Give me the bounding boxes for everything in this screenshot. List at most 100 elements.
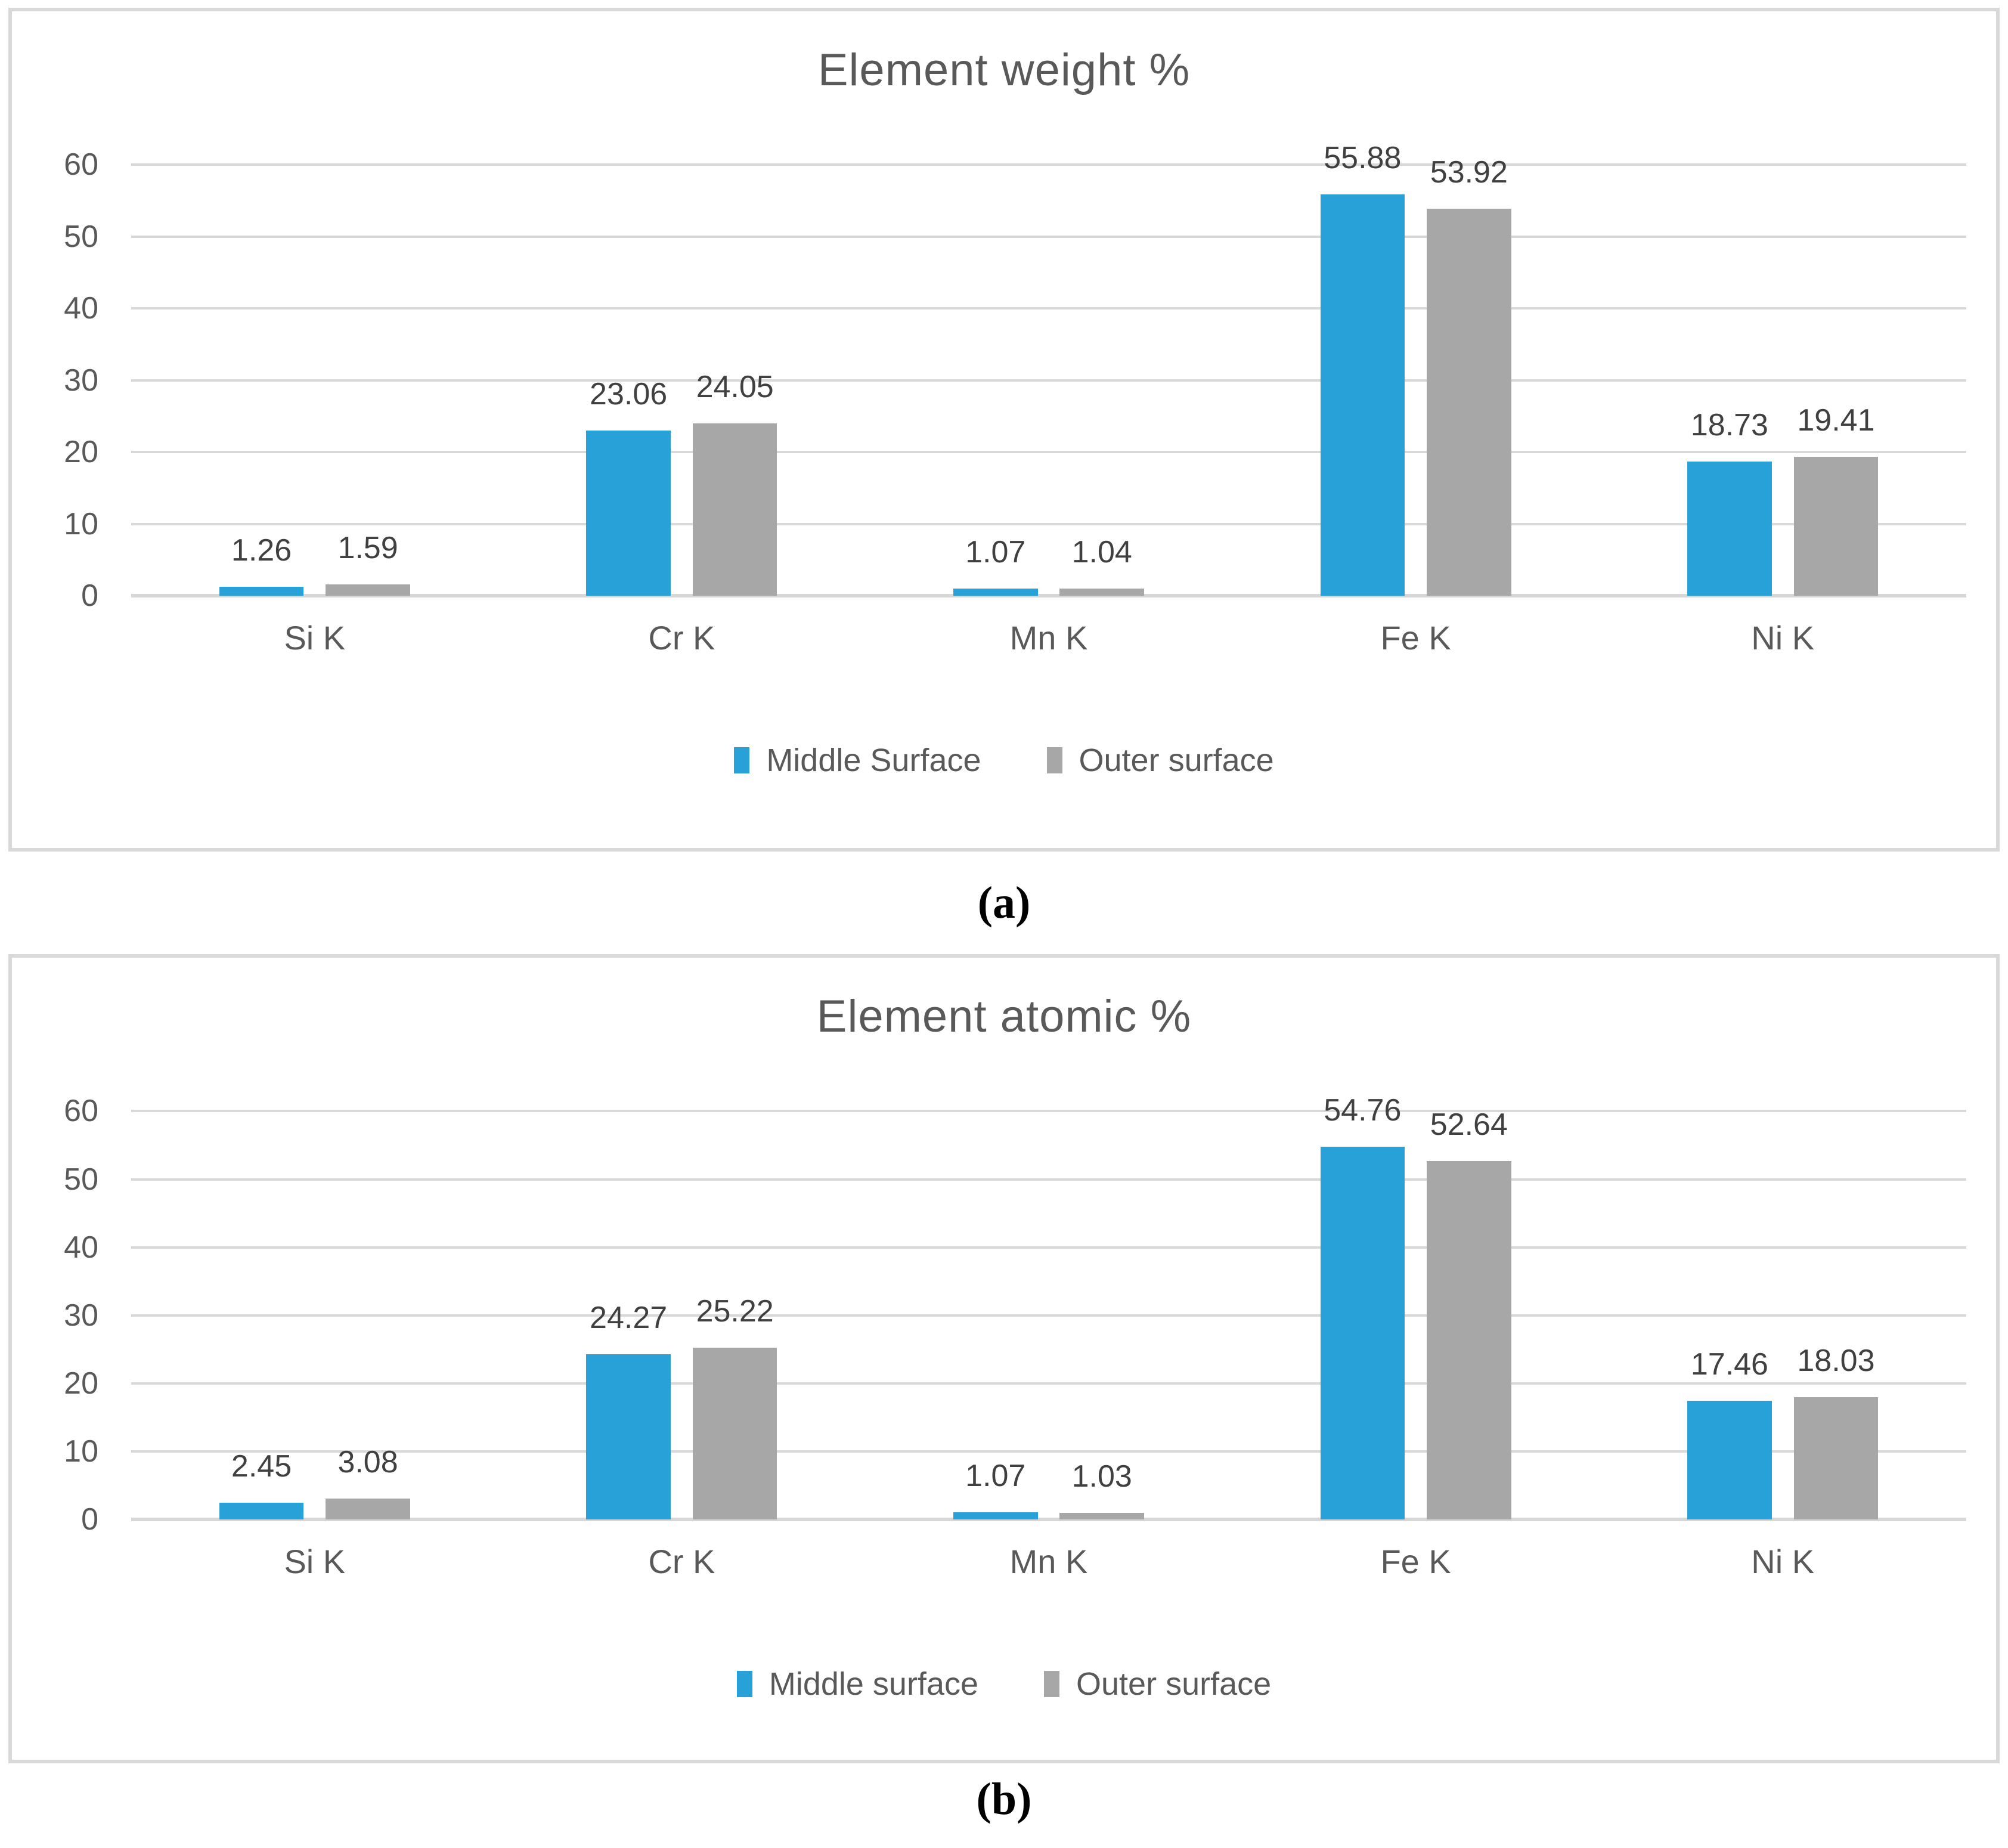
x-axis-spacer <box>42 1543 131 1585</box>
bar-group-mn-k: 1.07 1.03 <box>865 1111 1232 1520</box>
x-category-label-si-k: Si K <box>284 1543 346 1581</box>
gridline-60 <box>131 1110 1966 1113</box>
bar-group-ni-k: 18.73 19.41 <box>1599 165 1966 596</box>
gridline-10 <box>131 522 1966 525</box>
value-label-middle-surface-si-k: 2.45 <box>231 1449 292 1484</box>
gridline-20 <box>131 451 1966 454</box>
bar-group-ni-k: 17.46 18.03 <box>1599 1111 1966 1520</box>
gridline-50 <box>131 1178 1966 1181</box>
bar-outer-surface-cr-k <box>692 1348 777 1520</box>
x-axis: Si K Cr K Mn K Fe K Ni K <box>42 1543 1966 1585</box>
bar-middle-surface-ni-k <box>1687 1401 1772 1520</box>
chart-title: Element weight % <box>817 45 1191 95</box>
x-category-label-si-k: Si K <box>284 619 346 657</box>
chart-panel-atomic-percent: Element atomic % 0 10 20 30 40 50 60 2.45 3.08 2… <box>8 954 2000 1763</box>
bar-middle-surface-si-k <box>219 587 304 596</box>
value-label-outer-surface-cr-k: 25.22 <box>696 1294 774 1329</box>
gridline-40 <box>131 307 1966 310</box>
value-label-outer-surface-cr-k: 24.05 <box>696 369 774 404</box>
legend-item-middle-surface: Middle surface <box>736 1668 978 1700</box>
bar-outer-surface-ni-k <box>1793 456 1879 596</box>
legend: Middle Surface Outer surface <box>42 742 1966 779</box>
value-label-middle-surface-cr-k: 23.06 <box>590 376 668 411</box>
gridline-30 <box>131 1314 1966 1317</box>
legend-item-outer-surface: Outer surface <box>1046 742 1274 779</box>
legend-label-outer-surface: Outer surface <box>1076 1666 1272 1702</box>
bar-middle-surface-fe-k <box>1320 1147 1405 1520</box>
bar-middle-surface-cr-k <box>586 1354 671 1520</box>
value-label-outer-surface-fe-k: 52.64 <box>1430 1107 1508 1143</box>
x-category-label-mn-k: Mn K <box>1009 619 1088 657</box>
bar-group-cr-k: 24.27 25.22 <box>498 1111 866 1520</box>
bar-middle-surface-mn-k <box>953 1512 1038 1520</box>
value-label-middle-surface-mn-k: 1.07 <box>965 534 1026 569</box>
value-label-middle-surface-cr-k: 24.27 <box>590 1301 668 1336</box>
y-tick-label-0: 0 <box>81 1502 98 1537</box>
gridline-50 <box>131 235 1966 238</box>
bar-outer-surface-cr-k <box>692 423 777 596</box>
value-label-outer-surface-mn-k: 1.03 <box>1071 1459 1132 1494</box>
y-tick-label-20: 20 <box>64 1366 98 1401</box>
value-label-outer-surface-mn-k: 1.04 <box>1071 534 1132 569</box>
legend-swatch-middle-surface <box>736 1671 752 1698</box>
bar-outer-surface-si-k <box>326 1499 410 1520</box>
bar-middle-surface-fe-k <box>1320 194 1405 596</box>
chart-panel-weight-percent: Element weight % 0 10 20 30 40 50 60 1.26 1.59 2… <box>8 8 2000 852</box>
legend-label-outer-surface: Outer surface <box>1079 742 1274 779</box>
value-label-outer-surface-si-k: 1.59 <box>337 531 398 566</box>
plot-row: 0 10 20 30 40 50 60 2.45 3.08 24.27 25.22 1.07 1.03… <box>42 1095 1966 1535</box>
plot-row: 0 10 20 30 40 50 60 1.26 1.59 23.06 24.05 1.07 1.04… <box>42 143 1966 611</box>
y-tick-label-40: 40 <box>64 1230 98 1265</box>
bar-outer-surface-mn-k <box>1059 588 1145 596</box>
y-tick-label-60: 60 <box>64 1094 98 1129</box>
plot-area: 1.26 1.59 23.06 24.05 1.07 1.04 55.88 53.92 18.7… <box>131 143 1966 598</box>
chart-title: Element atomic % <box>816 991 1192 1042</box>
value-label-middle-surface-si-k: 1.26 <box>231 533 292 568</box>
bar-outer-surface-si-k <box>326 584 410 596</box>
plot-area: 2.45 3.08 24.27 25.22 1.07 1.03 54.76 52.64 17.4… <box>131 1095 1966 1522</box>
y-tick-label-10: 10 <box>64 1434 98 1469</box>
gridline-20 <box>131 1382 1966 1385</box>
value-label-middle-surface-ni-k: 17.46 <box>1690 1347 1768 1382</box>
x-axis-spacer <box>42 620 131 661</box>
x-category-label-mn-k: Mn K <box>1009 1543 1088 1581</box>
value-label-outer-surface-ni-k: 18.03 <box>1797 1343 1875 1378</box>
y-tick-label-30: 30 <box>64 1298 98 1333</box>
y-tick-label-40: 40 <box>64 291 98 326</box>
y-tick-label-30: 30 <box>64 363 98 398</box>
bar-group-si-k: 2.45 3.08 <box>131 1111 498 1520</box>
bar-outer-surface-fe-k <box>1427 1161 1511 1520</box>
y-axis: 0 10 20 30 40 50 60 <box>42 149 98 611</box>
value-label-middle-surface-fe-k: 54.76 <box>1324 1093 1402 1128</box>
bar-middle-surface-mn-k <box>953 588 1038 596</box>
value-label-middle-surface-mn-k: 1.07 <box>965 1459 1026 1494</box>
gridline-60 <box>131 163 1966 166</box>
x-category-label-ni-k: Ni K <box>1751 619 1815 657</box>
x-category-label-fe-k: Fe K <box>1380 619 1451 657</box>
y-tick-label-50: 50 <box>64 219 98 254</box>
y-tick-label-0: 0 <box>81 578 98 614</box>
value-label-outer-surface-si-k: 3.08 <box>337 1445 398 1480</box>
x-category-labels: Si K Cr K Mn K Fe K Ni K <box>131 620 1966 661</box>
legend-item-middle-surface: Middle Surface <box>734 744 981 776</box>
bar-group-fe-k: 54.76 52.64 <box>1232 1095 1600 1520</box>
y-tick-label-10: 10 <box>64 506 98 541</box>
x-axis-line <box>131 1518 1966 1522</box>
legend-swatch-outer-surface <box>1046 747 1062 774</box>
legend-swatch-outer-surface <box>1044 1671 1060 1698</box>
legend-item-outer-surface: Outer surface <box>1044 1668 1271 1700</box>
bar-outer-surface-ni-k <box>1793 1397 1879 1520</box>
y-axis: 0 10 20 30 40 50 60 <box>42 1095 98 1535</box>
x-axis-line <box>131 594 1966 598</box>
bar-group-cr-k: 23.06 24.05 <box>498 165 866 596</box>
y-tick-label-50: 50 <box>64 1162 98 1197</box>
bar-middle-surface-cr-k <box>586 430 671 596</box>
bar-middle-surface-ni-k <box>1687 461 1772 596</box>
value-label-outer-surface-ni-k: 19.41 <box>1797 403 1875 438</box>
x-category-labels: Si K Cr K Mn K Fe K Ni K <box>131 1543 1966 1585</box>
bar-group-fe-k: 55.88 53.92 <box>1232 143 1600 596</box>
gridline-40 <box>131 1246 1966 1249</box>
bar-middle-surface-si-k <box>219 1503 304 1520</box>
value-label-outer-surface-fe-k: 53.92 <box>1430 154 1508 190</box>
